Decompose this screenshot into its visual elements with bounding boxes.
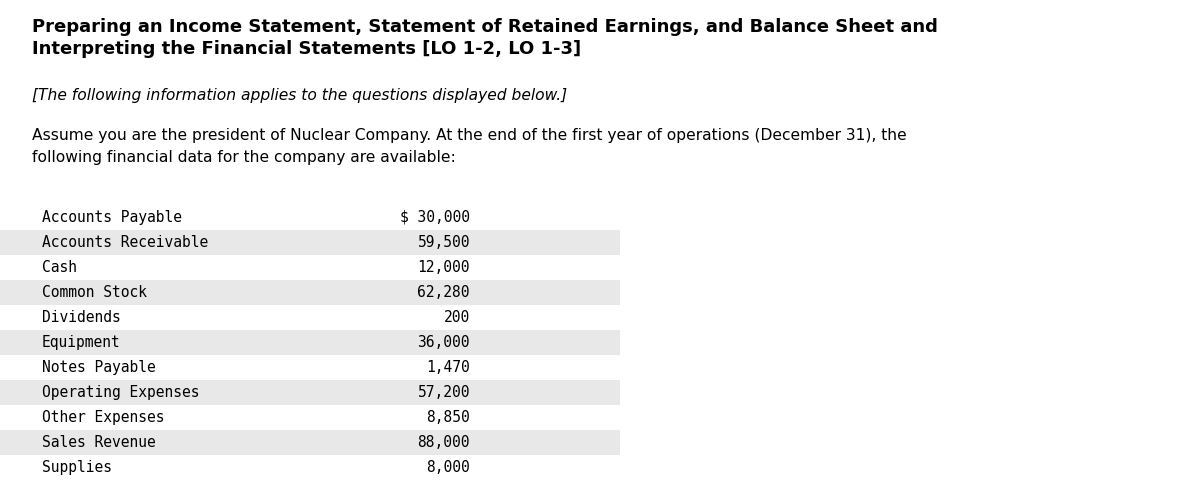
Text: 88,000: 88,000: [417, 435, 470, 450]
Text: Supplies: Supplies: [42, 460, 112, 475]
Text: Sales Revenue: Sales Revenue: [42, 435, 155, 450]
Text: [The following information applies to the questions displayed below.]: [The following information applies to th…: [32, 88, 568, 103]
Text: Preparing an Income Statement, Statement of Retained Earnings, and Balance Sheet: Preparing an Income Statement, Statement…: [32, 18, 938, 36]
Bar: [0, 430, 620, 455]
Text: Operating Expenses: Operating Expenses: [42, 385, 200, 400]
Text: 59,500: 59,500: [417, 235, 470, 250]
Text: 8,850: 8,850: [427, 410, 470, 425]
Text: 57,200: 57,200: [417, 385, 470, 400]
Text: Other Expenses: Other Expenses: [42, 410, 165, 425]
Text: 200: 200: [443, 310, 470, 325]
Text: Notes Payable: Notes Payable: [42, 360, 155, 375]
Text: 12,000: 12,000: [417, 260, 470, 275]
Bar: [0, 280, 620, 305]
Text: Dividends: Dividends: [42, 310, 121, 325]
Bar: [0, 330, 620, 355]
Bar: [0, 380, 620, 405]
Text: Equipment: Equipment: [42, 335, 121, 350]
Text: $ 30,000: $ 30,000: [400, 210, 470, 225]
Text: Cash: Cash: [42, 260, 76, 275]
Text: 36,000: 36,000: [417, 335, 470, 350]
Bar: [0, 230, 620, 255]
Text: 62,280: 62,280: [417, 285, 470, 300]
Text: Common Stock: Common Stock: [42, 285, 147, 300]
Text: Assume you are the president of Nuclear Company. At the end of the first year of: Assume you are the president of Nuclear …: [32, 128, 907, 143]
Text: following financial data for the company are available:: following financial data for the company…: [32, 150, 455, 165]
Text: 8,000: 8,000: [427, 460, 470, 475]
Text: Accounts Payable: Accounts Payable: [42, 210, 182, 225]
Text: Interpreting the Financial Statements [LO 1-2, LO 1-3]: Interpreting the Financial Statements [L…: [32, 40, 581, 58]
Text: Accounts Receivable: Accounts Receivable: [42, 235, 208, 250]
Text: 1,470: 1,470: [427, 360, 470, 375]
